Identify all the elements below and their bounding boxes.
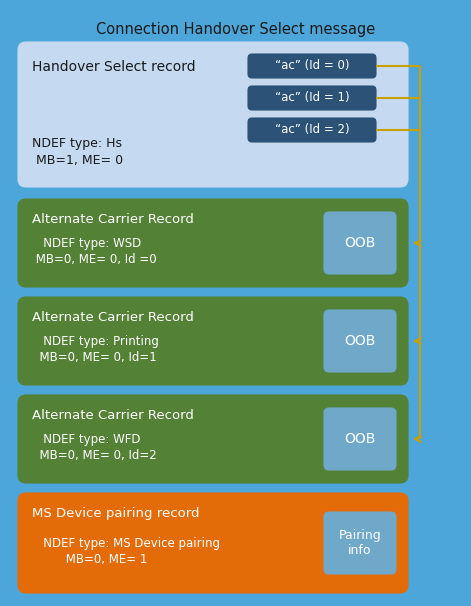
Text: Alternate Carrier Record: Alternate Carrier Record [32,311,194,324]
FancyBboxPatch shape [324,310,396,372]
Text: Alternate Carrier Record: Alternate Carrier Record [32,213,194,226]
Text: MB=1, ME= 0: MB=1, ME= 0 [32,154,123,167]
Text: MB=0, ME= 0, Id=2: MB=0, ME= 0, Id=2 [32,449,157,462]
Text: MB=0, ME= 0, Id=1: MB=0, ME= 0, Id=1 [32,351,157,364]
FancyBboxPatch shape [324,408,396,470]
Text: Handover Select record: Handover Select record [32,60,195,74]
Text: Pairing
info: Pairing info [339,529,382,557]
Text: OOB: OOB [344,334,376,348]
Text: MB=0, ME= 1: MB=0, ME= 1 [32,553,147,566]
FancyBboxPatch shape [18,493,408,593]
FancyBboxPatch shape [18,297,408,385]
FancyBboxPatch shape [248,118,376,142]
FancyBboxPatch shape [18,42,408,187]
Text: NDEF type: MS Device pairing: NDEF type: MS Device pairing [32,537,220,550]
FancyBboxPatch shape [324,512,396,574]
Text: “ac” (Id = 1): “ac” (Id = 1) [275,92,349,104]
FancyBboxPatch shape [18,395,408,483]
Text: OOB: OOB [344,432,376,446]
Text: NDEF type: Hs: NDEF type: Hs [32,137,122,150]
Text: “ac” (Id = 0): “ac” (Id = 0) [275,59,349,73]
FancyBboxPatch shape [248,86,376,110]
FancyBboxPatch shape [8,8,463,598]
Text: NDEF type: WSD: NDEF type: WSD [32,237,141,250]
Text: NDEF type: Printing: NDEF type: Printing [32,335,159,348]
Text: OOB: OOB [344,236,376,250]
Text: MB=0, ME= 0, Id =0: MB=0, ME= 0, Id =0 [32,253,157,266]
FancyBboxPatch shape [248,54,376,78]
FancyBboxPatch shape [324,212,396,274]
Text: NDEF type: WFD: NDEF type: WFD [32,433,140,446]
FancyBboxPatch shape [18,199,408,287]
Text: “ac” (Id = 2): “ac” (Id = 2) [275,124,349,136]
Text: Alternate Carrier Record: Alternate Carrier Record [32,409,194,422]
Text: Connection Handover Select message: Connection Handover Select message [96,22,375,37]
Text: MS Device pairing record: MS Device pairing record [32,507,200,520]
